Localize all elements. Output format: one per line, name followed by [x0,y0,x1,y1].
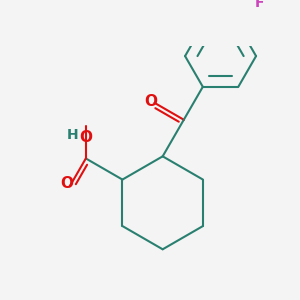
Text: O: O [61,176,74,191]
Text: H: H [67,128,78,142]
Text: F: F [255,0,265,10]
Text: O: O [145,94,158,109]
Text: O: O [79,130,92,145]
